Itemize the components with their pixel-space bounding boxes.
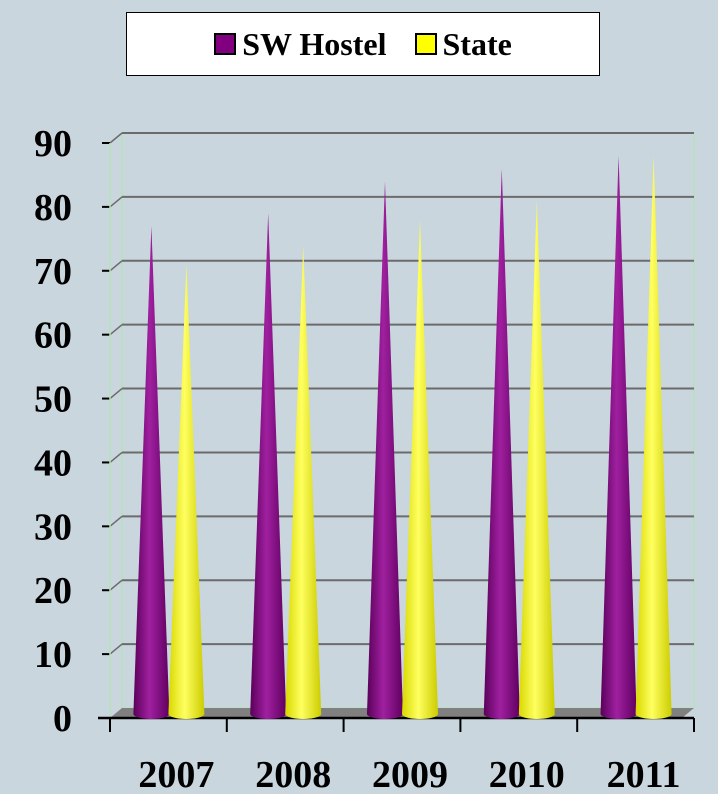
gridline-side (109, 387, 123, 400)
y-tick-label: 60 (34, 315, 72, 357)
cone-sw-hostel-2007 (133, 226, 170, 720)
label-layer: 0 10 20 30 40 50 60 70 80 90 2007 2008 2009 2010 2011 (34, 123, 681, 794)
chart-legend: SW Hostel State (126, 12, 600, 76)
cone-state-2011 (635, 155, 672, 719)
cone-sw-hostel-2008 (250, 213, 287, 719)
legend-swatch-state (414, 33, 437, 55)
axis-layer (98, 142, 695, 732)
legend-label-sw-hostel: SW Hostel (242, 25, 387, 62)
gridline-side (109, 643, 123, 655)
x-tick-label-2008: 2008 (255, 754, 331, 794)
gridline-side (109, 515, 123, 527)
legend-item-state: State (414, 25, 512, 63)
legend-item-sw-hostel: SW Hostel (214, 25, 387, 63)
y-tick-label: 50 (34, 379, 72, 421)
cone-sw-hostel-2011 (600, 155, 637, 719)
x-tick-label-2009: 2009 (372, 754, 448, 794)
legend-label-state: State (442, 25, 512, 62)
x-tick-label-2007: 2007 (138, 754, 214, 794)
bars-layer (133, 155, 672, 720)
gridline-side (109, 451, 123, 464)
y-tick-label: 40 (34, 442, 72, 484)
x-tick-label-2010: 2010 (489, 754, 565, 794)
legend-swatch-sw-hostel (214, 33, 237, 55)
gridline-side (109, 196, 123, 208)
gridline-side (109, 132, 123, 144)
y-tick-label: 10 (34, 634, 72, 676)
cone-state-2009 (402, 219, 439, 719)
cone-state-2008 (285, 245, 322, 719)
y-tick-label: 90 (34, 123, 72, 165)
gridline-side (109, 579, 123, 591)
cone-state-2010 (518, 200, 555, 719)
cone-sw-hostel-2009 (366, 181, 403, 720)
cone-sw-hostel-2010 (483, 168, 520, 720)
x-tick-label-2011: 2011 (607, 754, 681, 794)
y-tick-label: 30 (34, 506, 72, 548)
y-tick-label: 20 (34, 570, 72, 612)
gridline-side (109, 260, 123, 272)
cone-state-2007 (168, 264, 205, 719)
y-tick-label: 0 (53, 698, 72, 740)
y-tick-label: 70 (34, 251, 72, 293)
y-tick-label: 80 (34, 187, 72, 229)
gridline-side (109, 324, 123, 336)
